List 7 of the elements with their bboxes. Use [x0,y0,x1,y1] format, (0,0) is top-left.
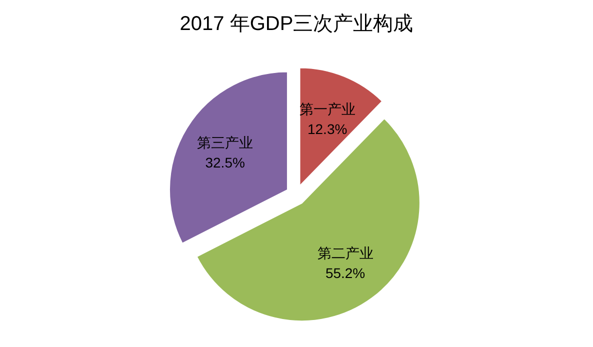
data-label: 12.3% [307,120,348,137]
data-label: 55.2% [325,264,366,281]
data-label: 32.5% [205,154,245,171]
slice-label: 第三产业 [197,134,254,151]
chart-title: 2017 年GDP三次产业构成 [180,13,414,35]
slice-label: 第一产业 [299,100,356,117]
slice-label: 第二产业 [317,244,374,261]
